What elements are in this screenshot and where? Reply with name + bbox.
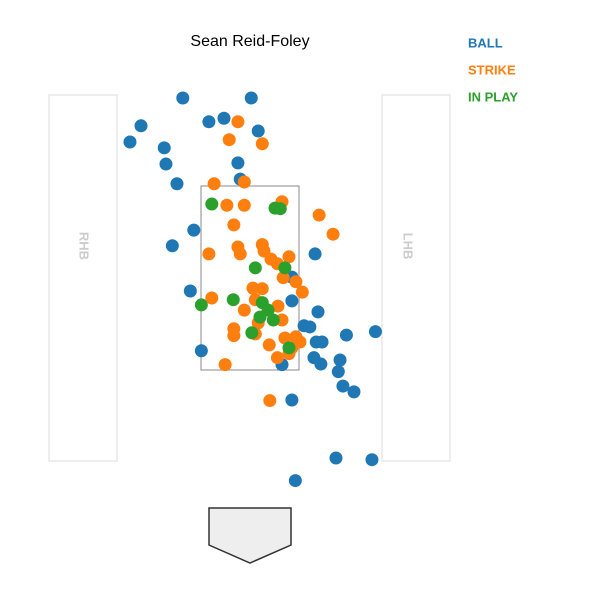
pitch-point (231, 156, 245, 170)
pitch-point (262, 338, 276, 352)
pitch-point (222, 133, 236, 147)
pitch-point (289, 275, 303, 289)
pitch-point (278, 331, 292, 345)
pitch-point (165, 239, 179, 253)
legend-label: STRIKE (468, 62, 516, 77)
pitch-point (157, 141, 171, 155)
pitch-point (227, 218, 241, 232)
home-plate (208, 507, 292, 564)
pitch-point (205, 197, 219, 211)
pitch-point (285, 393, 299, 407)
pitch-point (311, 305, 325, 319)
pitch-point (194, 298, 208, 312)
pitch-point (276, 271, 290, 285)
pitch-point (248, 261, 262, 275)
pitch-point (282, 250, 296, 264)
pitch-point (253, 310, 267, 324)
pitch-point (176, 91, 190, 105)
pitch-point (226, 293, 240, 307)
pitch-point (205, 291, 219, 305)
pitch-point (347, 385, 361, 399)
pitch-point (329, 451, 343, 465)
pitch-point (288, 474, 302, 488)
pitch-point (333, 353, 347, 367)
pitch-point (368, 325, 382, 339)
pitch-point (263, 394, 277, 408)
pitch-point (237, 198, 251, 212)
chart-title: Sean Reid-Foley (190, 33, 309, 50)
pitch-point (217, 111, 231, 125)
pitch-point (251, 124, 265, 138)
pitch-point (282, 341, 296, 355)
pitch-point (273, 202, 287, 216)
pitch-point (245, 326, 259, 340)
pitch-point (202, 247, 216, 261)
pitch-point (187, 223, 201, 237)
pitch-point (246, 281, 260, 295)
pitch-point (170, 177, 184, 191)
pitch-point (244, 91, 258, 105)
pitch-point (266, 313, 280, 327)
pitch-point (293, 335, 307, 349)
pitch-point (312, 208, 326, 222)
pitch-point (220, 198, 234, 212)
pitch-point (237, 175, 251, 189)
pitch-point (271, 299, 285, 313)
pitch-point (202, 115, 216, 129)
pitch-point (255, 137, 269, 151)
pitch-point (123, 135, 137, 149)
pitch-point (218, 358, 232, 372)
pitch-point (314, 357, 328, 371)
pitch-point (255, 282, 269, 296)
pitch-point (231, 115, 245, 129)
batter-box-left (48, 94, 118, 462)
pitch-point (308, 247, 322, 261)
rhb-label: RHB (77, 232, 92, 260)
pitch-point (233, 247, 247, 261)
pitch-point (183, 284, 197, 298)
pitch-point (207, 177, 221, 191)
pitch-point (134, 119, 148, 133)
lhb-label: LHB (401, 233, 416, 260)
pitch-point (159, 157, 173, 171)
pitch-point (326, 227, 340, 241)
legend-label: BALL (468, 35, 503, 50)
pitch-point (331, 365, 345, 379)
pitch-point (237, 303, 251, 317)
pitch-point (278, 261, 292, 275)
pitch-point (194, 344, 208, 358)
pitch-point (295, 285, 309, 299)
pitch-point (339, 328, 353, 342)
legend-label: IN PLAY (468, 89, 518, 104)
batter-box-right (381, 94, 451, 462)
pitch-point (365, 453, 379, 467)
pitch-point (285, 294, 299, 308)
pitch-point (315, 335, 329, 349)
pitch-point (227, 329, 241, 343)
pitch-point (336, 379, 350, 393)
pitch-point (303, 320, 317, 334)
pitch-point (270, 351, 284, 365)
